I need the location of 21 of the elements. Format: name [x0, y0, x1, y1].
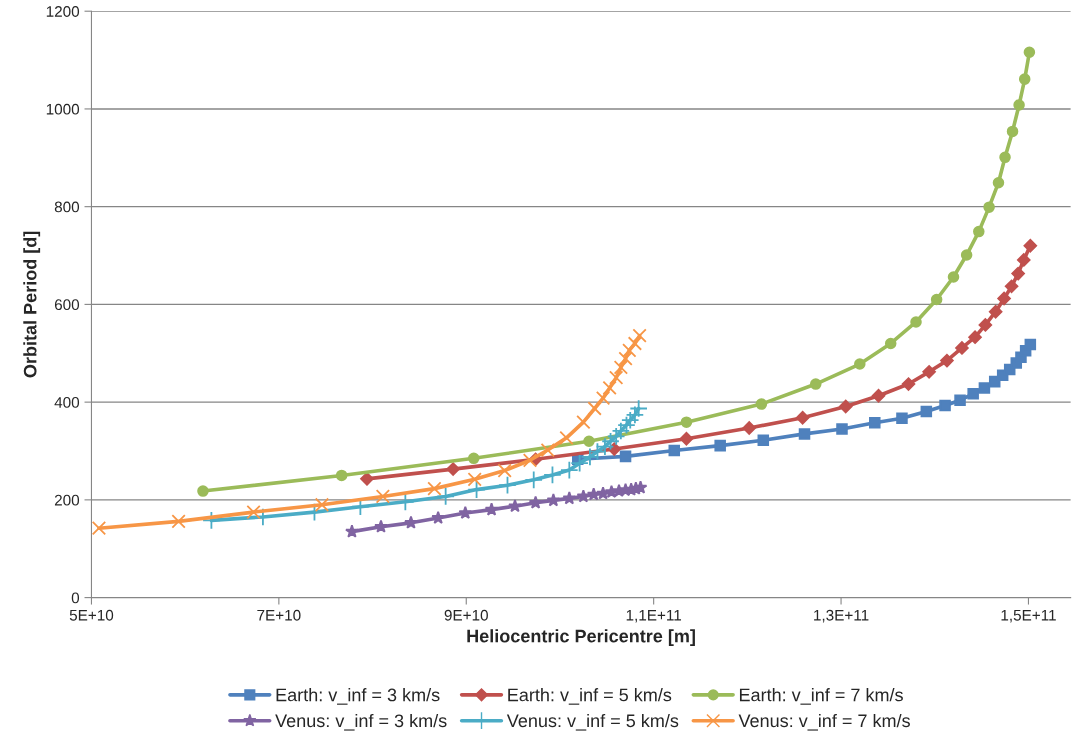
y-tick-label: 1200	[46, 6, 80, 17]
y-tick-label: 800	[54, 201, 80, 213]
legend-label: Venus: v_inf = 3 km/s	[275, 713, 447, 731]
y-tick-label: 600	[54, 299, 80, 311]
legend-label: Earth: v_inf = 3 km/s	[276, 688, 440, 705]
x-tick-label: 1,5E+11	[1001, 609, 1056, 623]
x-tick-label: 7E+10	[257, 609, 301, 621]
x-tick-label: 1,1E+11	[626, 609, 682, 623]
legend-label: Earth: v_inf = 5 km/s	[508, 688, 672, 705]
x-axis-title: Heliocentric Pericentre [m]	[467, 629, 695, 647]
x-tick-label: 1,3E+11	[814, 609, 869, 623]
y-tick-label: 1000	[46, 103, 80, 115]
x-tick-label: 5E+10	[69, 609, 114, 621]
legend-label: Venus: v_inf = 7 km/s	[738, 713, 910, 731]
y-tick-label: 200	[54, 494, 80, 506]
y-tick-label: 0	[71, 592, 80, 604]
y-tick-label: 400	[54, 397, 80, 408]
legend-label: Earth: v_inf = 7 km/s	[739, 688, 903, 705]
x-tick-label: 9E+10	[444, 609, 488, 621]
legend-label: Venus: v_inf = 5 km/s	[506, 713, 679, 731]
y-axis-title: Orbital Period [d]	[23, 231, 41, 378]
